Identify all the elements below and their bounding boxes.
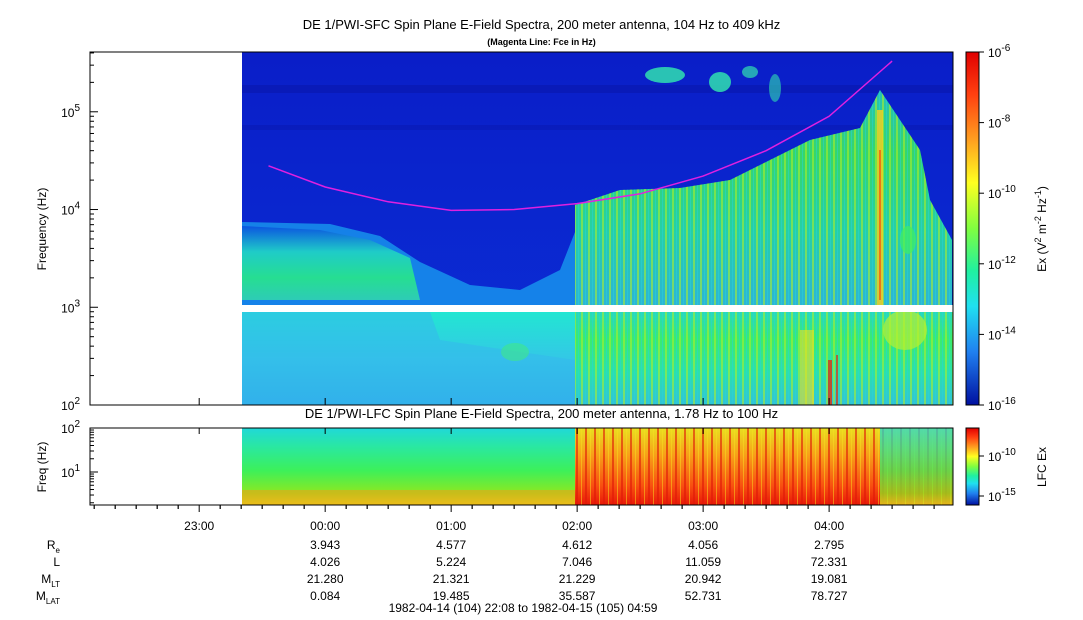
lfc-cbar-tick-label: 10-15: [988, 487, 1016, 504]
time-tick-label: 23:00: [184, 519, 214, 533]
ephemeris-value: 21.280: [306, 572, 344, 586]
ephemeris-value: 20.942: [684, 572, 722, 586]
lfc-ylabel: Freq (Hz): [35, 442, 49, 493]
time-tick-label: 03:00: [688, 519, 718, 533]
sfc-spectrogram: [242, 52, 953, 405]
lfc-cbar-tick-label: 10-10: [988, 447, 1016, 464]
sfc-ytick-label: 103: [61, 298, 80, 315]
sfc-cbar-tick-label: 10-6: [988, 43, 1011, 60]
time-tick-label: 04:00: [814, 519, 844, 533]
lfc-spectrogram: [242, 428, 953, 505]
ephemeris-value: 3.943: [310, 538, 341, 552]
ephemeris-value: 19.081: [810, 572, 848, 586]
sfc-ytick-label: 105: [61, 103, 80, 120]
ephemeris-value: 11.059: [685, 555, 722, 569]
sfc-ytick-label: 104: [61, 201, 80, 218]
ephemeris-row-label: MLAT: [35, 589, 60, 606]
ephemeris-row-label: MLT: [41, 572, 60, 589]
sfc-subtitle: (Magenta Line: Fce in Hz): [487, 37, 596, 47]
ephemeris-value: 4.612: [562, 538, 593, 552]
lfc-ytick-label: 101: [61, 463, 80, 480]
lfc-ytick-label: 102: [61, 419, 80, 436]
sfc-panel: 102 103 104 105: [61, 51, 954, 413]
lfc-colorbar: 10-10 10-15: [965, 427, 1016, 506]
ephemeris-value: 78.727: [810, 589, 848, 603]
lfc-y-axis: 101 102: [61, 419, 98, 504]
sfc-title: DE 1/PWI-SFC Spin Plane E-Field Spectra,…: [302, 17, 781, 32]
sfc-cbar-tick-label: 10-8: [988, 114, 1011, 131]
lfc-frame: [89, 427, 954, 506]
ephemeris-value: 52.731: [684, 589, 722, 603]
sfc-cbar-tick-label: 10-14: [988, 325, 1016, 342]
ephemeris-row-label: L: [53, 555, 60, 569]
time-axis: 23:00 00:00 01:00 02:00 03:00 04:00: [93, 398, 935, 533]
fce-line: [268, 60, 893, 212]
lfc-title: DE 1/PWI-LFC Spin Plane E-Field Spectra,…: [304, 406, 779, 421]
ephemeris-value: 4.056: [688, 538, 719, 552]
lfc-colorbar-label: LFC Ex: [1035, 447, 1049, 487]
ephemeris-value: 21.229: [558, 572, 596, 586]
ephemeris-value: 4.026: [310, 555, 341, 569]
time-tick-label: 00:00: [310, 519, 340, 533]
ephemeris-value: 7.046: [562, 555, 593, 569]
sfc-data-gap: [242, 305, 953, 312]
ephemeris-value: 35.587: [558, 589, 596, 603]
sfc-colorbar: 10-6 10-8 10-10 10-12 10-14 10-16: [965, 43, 1016, 413]
sfc-colorbar-label: Ex (V2 m-2 Hz-1): [1033, 186, 1049, 272]
ephemeris-value: 21.321: [432, 572, 470, 586]
sfc-cbar-tick-label: 10-16: [988, 396, 1016, 413]
time-tick-label: 02:00: [562, 519, 592, 533]
sfc-cbar-tick-label: 10-10: [988, 184, 1016, 201]
ephemeris-value: 0.084: [310, 589, 341, 603]
sfc-y-axis: 102 103 104 105: [61, 52, 98, 413]
ephemeris-value: 4.577: [436, 538, 467, 552]
lfc-panel: 101 102: [61, 419, 954, 506]
ephemeris-value: 2.795: [814, 538, 845, 552]
ephemeris-value: 19.485: [432, 589, 470, 603]
sfc-cbar-tick-label: 10-12: [988, 255, 1016, 272]
sfc-ylabel: Frequency (Hz): [35, 188, 49, 271]
time-range-label: 1982-04-14 (104) 22:08 to 1982-04-15 (10…: [388, 601, 658, 615]
ephemeris-row-label: Re: [46, 538, 60, 555]
sfc-frame: [89, 51, 954, 406]
time-tick-label: 01:00: [436, 519, 466, 533]
ephemeris-value: 72.331: [810, 555, 848, 569]
ephemeris-value: 5.224: [436, 555, 467, 569]
sfc-ytick-label: 102: [61, 396, 80, 413]
